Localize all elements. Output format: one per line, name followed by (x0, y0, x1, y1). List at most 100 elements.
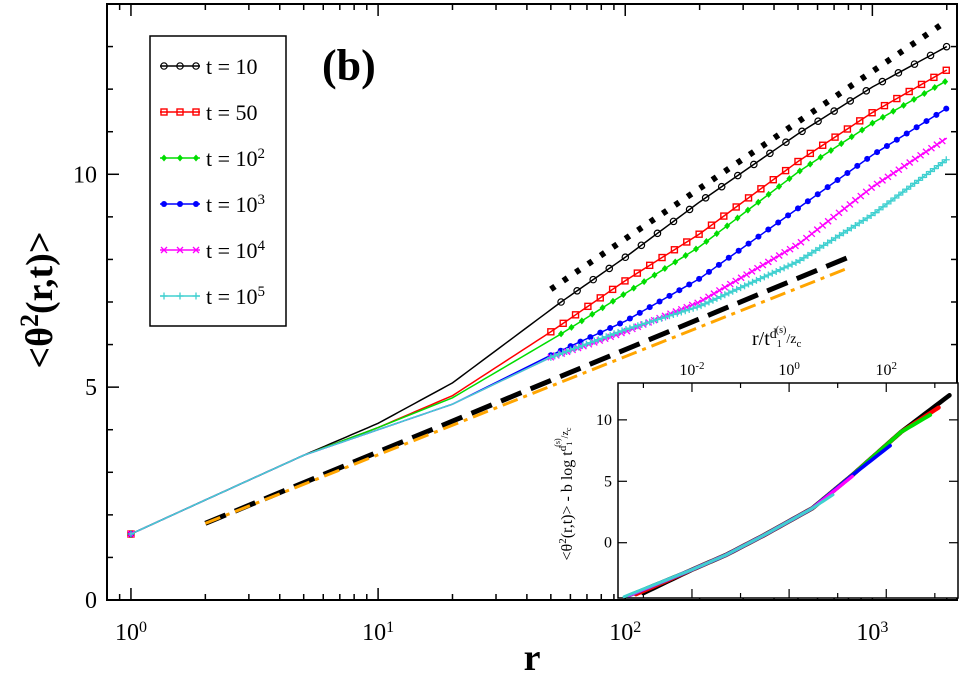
data-point (828, 236, 836, 244)
data-point (653, 229, 662, 238)
data-point (808, 230, 816, 238)
data-point (733, 171, 742, 180)
data-point (589, 275, 597, 284)
data-point (938, 137, 946, 145)
data-point (645, 261, 654, 270)
data-point (846, 200, 854, 208)
data-point (673, 309, 681, 317)
data-point (873, 180, 881, 188)
data-point (547, 353, 555, 361)
data-point (759, 261, 767, 269)
data-point (905, 87, 913, 96)
data-point (721, 283, 729, 291)
x-tick-label: 101 (362, 619, 394, 647)
data-point (814, 191, 821, 198)
data-point (127, 530, 135, 538)
data-point (879, 113, 886, 121)
data-point (879, 176, 886, 184)
data-point (919, 173, 927, 181)
data-point (831, 133, 839, 141)
data-point (903, 185, 911, 193)
data-point (621, 253, 630, 262)
data-point (729, 287, 737, 295)
data-point (786, 175, 793, 183)
data-point (609, 297, 616, 305)
data-point (669, 217, 678, 226)
data-point (834, 177, 841, 184)
data-point (637, 241, 646, 250)
legend-marker (192, 62, 200, 70)
data-point (854, 162, 861, 169)
data-point (734, 214, 741, 222)
data-point (677, 308, 685, 316)
data-point (792, 242, 799, 250)
data-point (764, 258, 772, 266)
data-point (786, 245, 794, 253)
legend-item: t = 10 (160, 54, 258, 79)
data-point (851, 196, 859, 204)
data-point (597, 329, 604, 336)
data-point (745, 280, 753, 288)
legend-item: t = 104 (160, 238, 266, 263)
data-point (750, 160, 758, 169)
data-point (732, 203, 740, 211)
data-point (862, 87, 871, 95)
data-point (713, 294, 721, 302)
legend-marker (193, 201, 199, 207)
data-point (867, 212, 875, 220)
data-point (942, 42, 951, 51)
x-tick-label: 100 (115, 619, 147, 647)
data-point (589, 310, 596, 318)
data-point (846, 97, 855, 105)
data-point (796, 167, 803, 175)
data-point (871, 209, 879, 217)
inset-y-tick-label: 10 (596, 412, 612, 429)
data-point (915, 176, 923, 184)
data-point (642, 319, 650, 327)
data-point (666, 292, 673, 299)
data-point (567, 343, 574, 350)
data-point (669, 311, 677, 319)
data-point (757, 185, 765, 193)
series-6 (127, 156, 950, 538)
data-point (868, 109, 876, 117)
data-point (607, 325, 614, 332)
data-point (851, 221, 859, 229)
data-point (889, 169, 897, 177)
data-point (741, 282, 749, 290)
data-point (590, 337, 598, 345)
data-point (855, 219, 863, 227)
data-point (797, 238, 805, 246)
data-point (768, 269, 776, 277)
data-point (725, 254, 732, 261)
data-point (720, 212, 728, 220)
data-point (838, 140, 845, 148)
data-point (930, 73, 938, 82)
inset-y-tick-label: 0 (604, 535, 612, 552)
data-point (784, 262, 792, 270)
legend-item: t = 102 (160, 146, 265, 171)
data-point (693, 303, 701, 311)
legend-label: t = 10 (206, 54, 258, 79)
legend-marker (193, 154, 199, 162)
data-point (630, 284, 637, 292)
legend-marker (160, 62, 168, 70)
data-point (835, 209, 843, 217)
data-point (633, 269, 642, 277)
data-point (816, 244, 824, 252)
data-point (694, 299, 702, 307)
data-point (665, 312, 673, 320)
data-point (798, 127, 806, 136)
data-point (895, 166, 903, 174)
data-point (661, 265, 668, 273)
x-axis-title: r (524, 637, 541, 674)
data-point (878, 77, 887, 86)
data-point (938, 159, 946, 167)
data-point (819, 221, 827, 229)
data-point (620, 291, 627, 299)
data-point (745, 240, 752, 247)
data-point (630, 323, 638, 331)
legend-frame (149, 35, 287, 327)
data-point (571, 345, 579, 353)
data-point (824, 239, 832, 247)
